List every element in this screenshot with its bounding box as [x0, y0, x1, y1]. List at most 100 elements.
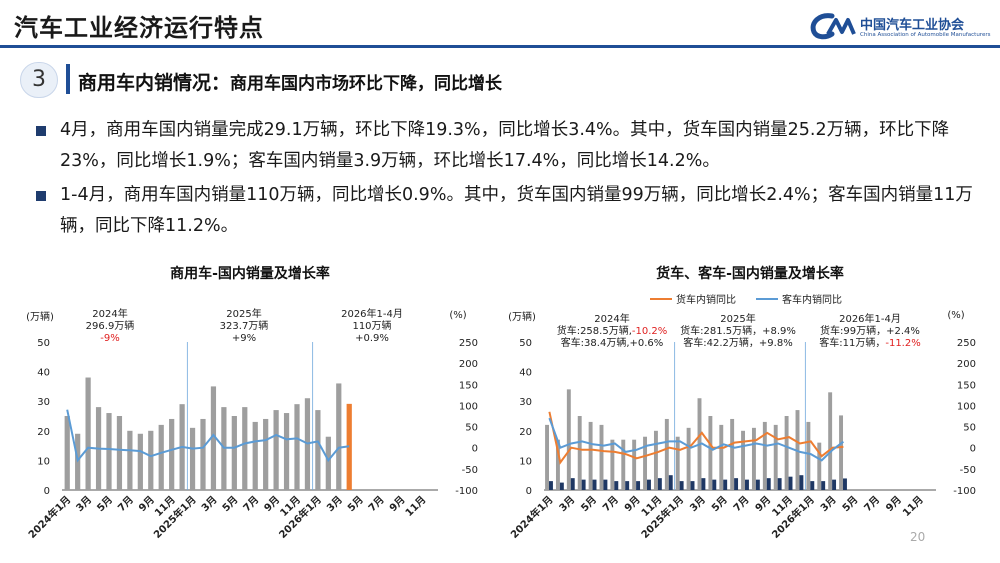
x-tick-label: 7月: [366, 494, 386, 514]
y2-tick-label: 100: [459, 401, 478, 412]
bar: [273, 410, 279, 490]
annotation-change: +0.9%: [355, 333, 389, 344]
annotation-change: -9%: [100, 333, 119, 344]
bullet-item: 1-4月，商用车国内销量110万辆，同比增长0.9%。其中，货车国内销量99万辆…: [36, 180, 976, 242]
annotation-period: 2026年1-4月: [839, 312, 901, 325]
bar: [555, 439, 560, 490]
bar: [283, 413, 290, 490]
bar: [106, 413, 112, 490]
bar: [263, 418, 269, 490]
x-tick-label: 2024年1月: [508, 493, 556, 541]
y-tick-label: 30: [519, 397, 532, 408]
y-axis-unit-right: (%): [947, 310, 964, 321]
y2-tick-label: 250: [459, 338, 478, 349]
x-tick-label: 7月: [241, 494, 261, 514]
bar: [231, 416, 237, 490]
bar: [189, 427, 196, 490]
caam-logo: 中国汽车工业协会 China Association of Automobile…: [808, 12, 990, 42]
x-tick-label: 11月: [900, 494, 925, 519]
chart-svg: 商用车-国内销量及增长率 (万辆) (%) 0 10 20 30 40 50 -100 -50 0 50…: [25, 265, 478, 541]
x-tick-label: 3月: [324, 494, 344, 514]
annotation-line: 客车:11万辆，-11.2%: [819, 336, 920, 349]
y-tick-label: 40: [37, 368, 50, 379]
bar: [741, 430, 746, 490]
logo-name-cn: 中国汽车工业协会: [860, 18, 965, 33]
bar: [708, 416, 713, 490]
annotation-text: 货车:99万辆，+2.4%: [820, 324, 920, 337]
bullet-square-icon: [36, 191, 46, 201]
bar: [636, 481, 641, 490]
bar: [577, 416, 582, 490]
x-tick-label: 5月: [345, 494, 365, 514]
x-tick-label: 3月: [199, 494, 219, 514]
bar: [679, 481, 684, 490]
x-tick-label: 5月: [840, 494, 860, 514]
bar: [242, 407, 248, 490]
bar: [734, 478, 739, 490]
y2-tick-label: 0: [970, 444, 976, 455]
annotation-line: 货车:258.5万辆,-10.2%: [557, 324, 668, 337]
legend-label: 客车内销同比: [782, 293, 842, 306]
annotation-total: 110万辆: [352, 319, 391, 332]
bar: [599, 424, 604, 490]
annotation-line: 货车:99万辆，+2.4%: [820, 324, 920, 337]
bar: [653, 430, 658, 490]
bar: [621, 439, 626, 490]
y-axis-unit-right: (%): [449, 310, 466, 321]
x-tick-label: 5月: [709, 494, 729, 514]
y2-tick-label: -100: [455, 486, 478, 497]
bar: [545, 424, 550, 490]
y2-tick-label: -100: [953, 486, 976, 497]
y2-tick-label: 150: [459, 380, 478, 391]
y2-tick-label: 150: [957, 380, 976, 391]
page-number: 20: [910, 530, 926, 544]
bar: [828, 392, 833, 490]
bar: [169, 418, 175, 490]
bar: [784, 416, 789, 490]
bar: [294, 404, 300, 490]
bar: [686, 427, 691, 490]
bar: [566, 389, 571, 490]
x-tick-label: 3月: [688, 494, 708, 514]
bar: [592, 479, 597, 490]
x-tick-label: 7月: [116, 494, 136, 514]
y-tick-label: 0: [44, 486, 50, 497]
x-tick-label: 5月: [95, 494, 115, 514]
y2-tick-label: 100: [957, 401, 976, 412]
bar: [668, 475, 673, 490]
bar: [821, 481, 826, 490]
bullet-list: 4月，商用车国内销量完成29.1万辆，环比下降19.3%，同比增长3.4%。其中…: [36, 115, 976, 245]
y2-tick-label: 50: [465, 423, 478, 434]
bar: [610, 439, 615, 490]
bar: [148, 430, 154, 490]
bar: [588, 421, 593, 490]
y2-tick-label: 50: [963, 423, 976, 434]
annotation-period: 2024年: [92, 307, 127, 320]
bar: [773, 424, 778, 490]
bar: [336, 383, 342, 490]
y-tick-label: 50: [37, 338, 50, 349]
bar: [690, 481, 695, 490]
bar: [755, 479, 760, 490]
annotation-period: 2024年: [594, 312, 629, 325]
x-tick-label: 2024年1月: [25, 493, 73, 541]
y-tick-label: 20: [519, 427, 532, 438]
x-tick-label: 7月: [600, 494, 620, 514]
x-tick-label: 7月: [862, 494, 882, 514]
bar: [777, 478, 782, 490]
annotation-line: 货车:281.5万辆，+8.9%: [680, 324, 796, 337]
x-tick-label: 3月: [74, 494, 94, 514]
bar: [817, 442, 822, 490]
y-axis-unit-left: (万辆): [508, 310, 536, 323]
bar: [762, 421, 767, 490]
annotation-period: 2026年1-4月: [341, 307, 403, 320]
annotation-text: 货车:281.5万辆，+8.9%: [680, 324, 796, 337]
bar: [843, 478, 847, 490]
annotation-change: -11.2%: [885, 338, 920, 349]
bar: [200, 418, 206, 490]
bar: [549, 481, 553, 490]
bar: [325, 436, 331, 490]
y-tick-label: 10: [37, 456, 50, 467]
bar: [127, 430, 133, 490]
x-tick-label: 11月: [403, 494, 428, 519]
